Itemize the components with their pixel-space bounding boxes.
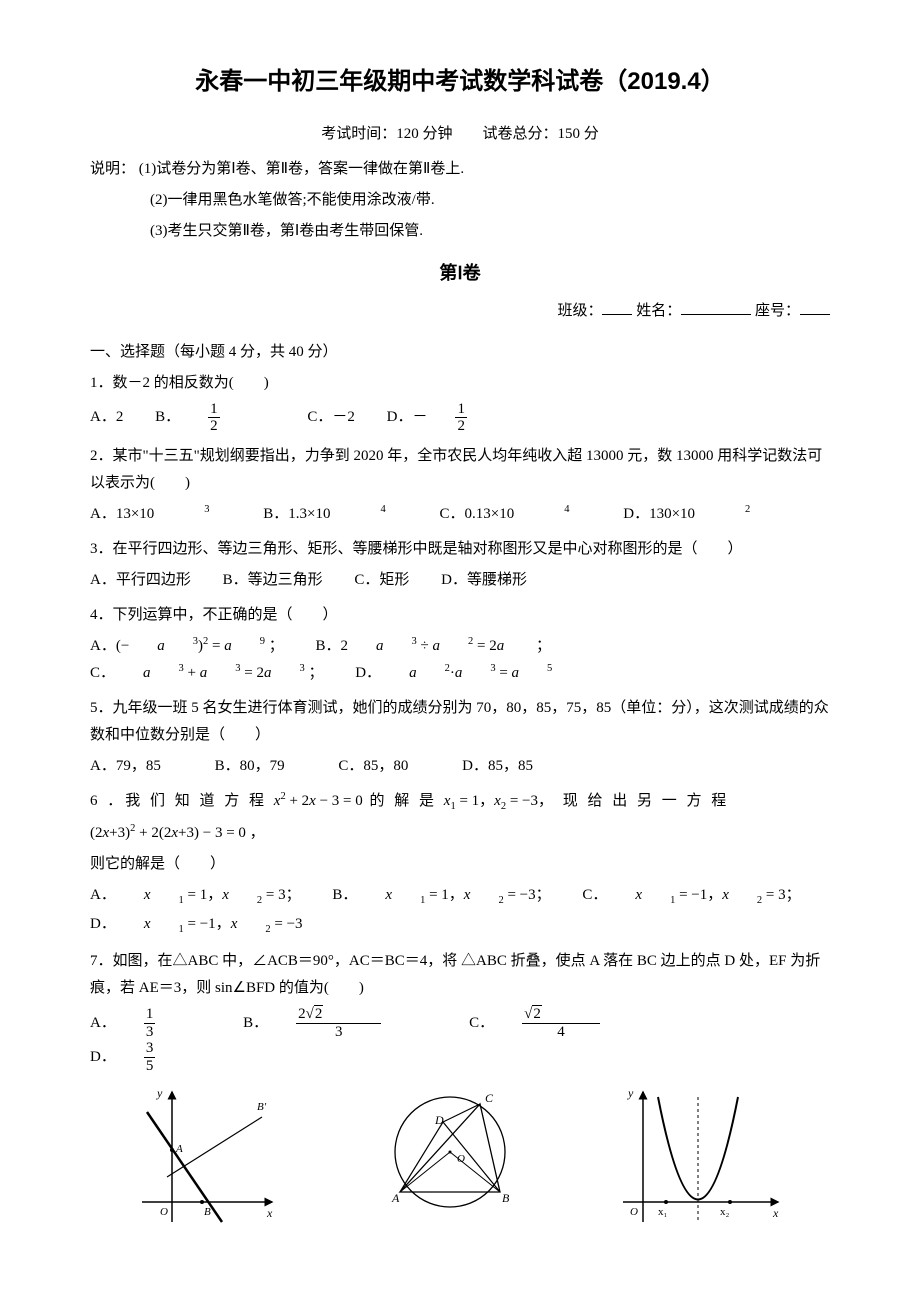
q2-stem: 2．某市"十三五"规划纲要指出，力争到 2020 年，全市农民人均年纯收入超 1… [90, 443, 830, 497]
q3-opt-b: B．等边三角形 [223, 572, 323, 588]
name-label: 姓名： [636, 303, 681, 319]
q1-opt-c: C．－2 [307, 409, 355, 425]
svg-text:A: A [391, 1191, 400, 1205]
q3-stem: 3．在平行四边形、等边三角形、矩形、等腰梯形中既是轴对称图形又是中心对称图形的是… [90, 536, 830, 563]
seat-blank[interactable] [800, 299, 830, 315]
svg-text:x₁: x₁ [658, 1206, 668, 1218]
q6-eq2: (2x+3)2 + 2(2x+3) − 3 = 0 ， [90, 820, 830, 847]
svg-text:x: x [266, 1206, 273, 1220]
q6-options: A．x1 = 1，x2 = 3； B．x1 = 1，x2 = −3； C．x1 … [90, 882, 830, 940]
q4-opt-d: D．a2·a3 = a5 [355, 665, 552, 681]
q4-opt-b: B．2a3 ÷ a2 = 2a ； [316, 638, 551, 654]
q5-opt-d: D．85，85 [462, 758, 533, 774]
svg-text:D: D [434, 1113, 444, 1127]
q6-ask: 则它的解是（ ） [90, 851, 830, 878]
q3-opt-c: C．矩形 [354, 572, 409, 588]
q4-opt-c: C．a3 + a3 = 2a3 ； [90, 665, 323, 681]
figure-circle-triangle: A B C D O [365, 1082, 535, 1232]
svg-text:y: y [627, 1086, 634, 1100]
q6-stem: 6 ．我 们 知 道 方 程 x2 + 2x − 3 = 0 的 解 是 x1 … [90, 788, 830, 817]
q2-opt-a: A．13×103 [90, 506, 210, 522]
svg-text:A: A [175, 1143, 183, 1155]
part-title: 第Ⅰ卷 [90, 257, 830, 289]
figure-row: x y O A B B′ A B C D O [90, 1082, 830, 1232]
exam-title: 永春一中初三年级期中考试数学科试卷（2019.4） [90, 60, 830, 103]
note-2: (2)一律用黑色水笔做答;不能使用涂改液/带. [150, 187, 830, 214]
q1-options: A．2 B．12 C．－2 D．－12 [90, 401, 830, 435]
q6-opt-b: B．x1 = 1，x2 = −3； [332, 887, 550, 903]
name-line: 班级： 姓名： 座号： [90, 298, 830, 325]
q7-stem: 7．如图，在△ABC 中，∠ACB＝90°，AC＝BC＝4，将 △ABC 折叠，… [90, 948, 830, 1002]
class-blank[interactable] [602, 299, 632, 315]
q5-stem: 5．九年级一班 5 名女生进行体育测试，她们的成绩分别为 70，80，85，75… [90, 695, 830, 749]
q2-options: A．13×103 B．1.3×104 C．0.13×104 D．130×102 [90, 501, 830, 528]
q5-opt-c: C．85，80 [338, 758, 408, 774]
q2-opt-d: D．130×102 [623, 506, 750, 522]
svg-text:B′: B′ [257, 1101, 267, 1113]
q5-options: A．79，85 B．80，79 C．85，80 D．85，85 [90, 753, 830, 780]
q1-opt-b: B．12 [155, 409, 276, 425]
name-blank[interactable] [681, 299, 751, 315]
q7-opt-d: D．35 [90, 1049, 211, 1065]
q3-opt-a: A．平行四边形 [90, 572, 191, 588]
seat-label: 座号： [755, 303, 800, 319]
exam-info: 考试时间：120 分钟 试卷总分：150 分 [90, 121, 830, 148]
class-label: 班级： [557, 303, 602, 319]
q5-opt-b: B．80，79 [215, 758, 285, 774]
svg-text:O: O [630, 1206, 638, 1218]
q7-opt-a: A．13 [90, 1015, 211, 1031]
svg-text:C: C [485, 1091, 494, 1105]
figure-parabola: x y O x₁ x₂ [618, 1082, 788, 1232]
svg-text:x: x [772, 1206, 779, 1220]
section-1-title: 一、选择题（每小题 4 分，共 40 分） [90, 339, 830, 366]
note-3: (3)考生只交第Ⅱ卷，第Ⅰ卷由考生带回保管. [150, 218, 830, 245]
q6-opt-d: D．x1 = −1，x2 = −3 [90, 916, 303, 932]
q1-opt-d: D．－12 [387, 409, 523, 425]
svg-text:y: y [156, 1086, 163, 1100]
q4-opt-a: A．(−a3)2 = a9 ； [90, 638, 284, 654]
q3-opt-d: D．等腰梯形 [441, 572, 527, 588]
svg-text:x₂: x₂ [720, 1206, 730, 1218]
q1-opt-a: A．2 [90, 409, 123, 425]
q3-options: A．平行四边形 B．等边三角形 C．矩形 D．等腰梯形 [90, 567, 830, 594]
q7-opt-b: B．223 [243, 1015, 437, 1031]
q1-stem: 1．数－2 的相反数为( ) [90, 370, 830, 397]
q6-opt-c: C．x1 = −1，x2 = 3； [582, 887, 800, 903]
svg-text:B: B [502, 1191, 510, 1205]
q2-opt-c: C．0.13×104 [440, 506, 570, 522]
q7-opt-c: C．24 [469, 1015, 656, 1031]
q5-opt-a: A．79，85 [90, 758, 161, 774]
svg-text:O: O [160, 1206, 168, 1218]
svg-text:B: B [204, 1206, 211, 1218]
q4-stem: 4．下列运算中，不正确的是（ ） [90, 602, 830, 629]
q6-opt-a: A．x1 = 1，x2 = 3； [90, 887, 301, 903]
note-1: 说明： (1)试卷分为第Ⅰ卷、第Ⅱ卷，答案一律做在第Ⅱ卷上. [90, 156, 830, 183]
q2-opt-b: B．1.3×104 [263, 506, 385, 522]
q7-options: A．13 B．223 C．24 D．35 [90, 1006, 830, 1074]
figure-axes-lines: x y O A B B′ [132, 1082, 282, 1232]
q4-options: A．(−a3)2 = a9 ； B．2a3 ÷ a2 = 2a ； C．a3 +… [90, 633, 830, 687]
